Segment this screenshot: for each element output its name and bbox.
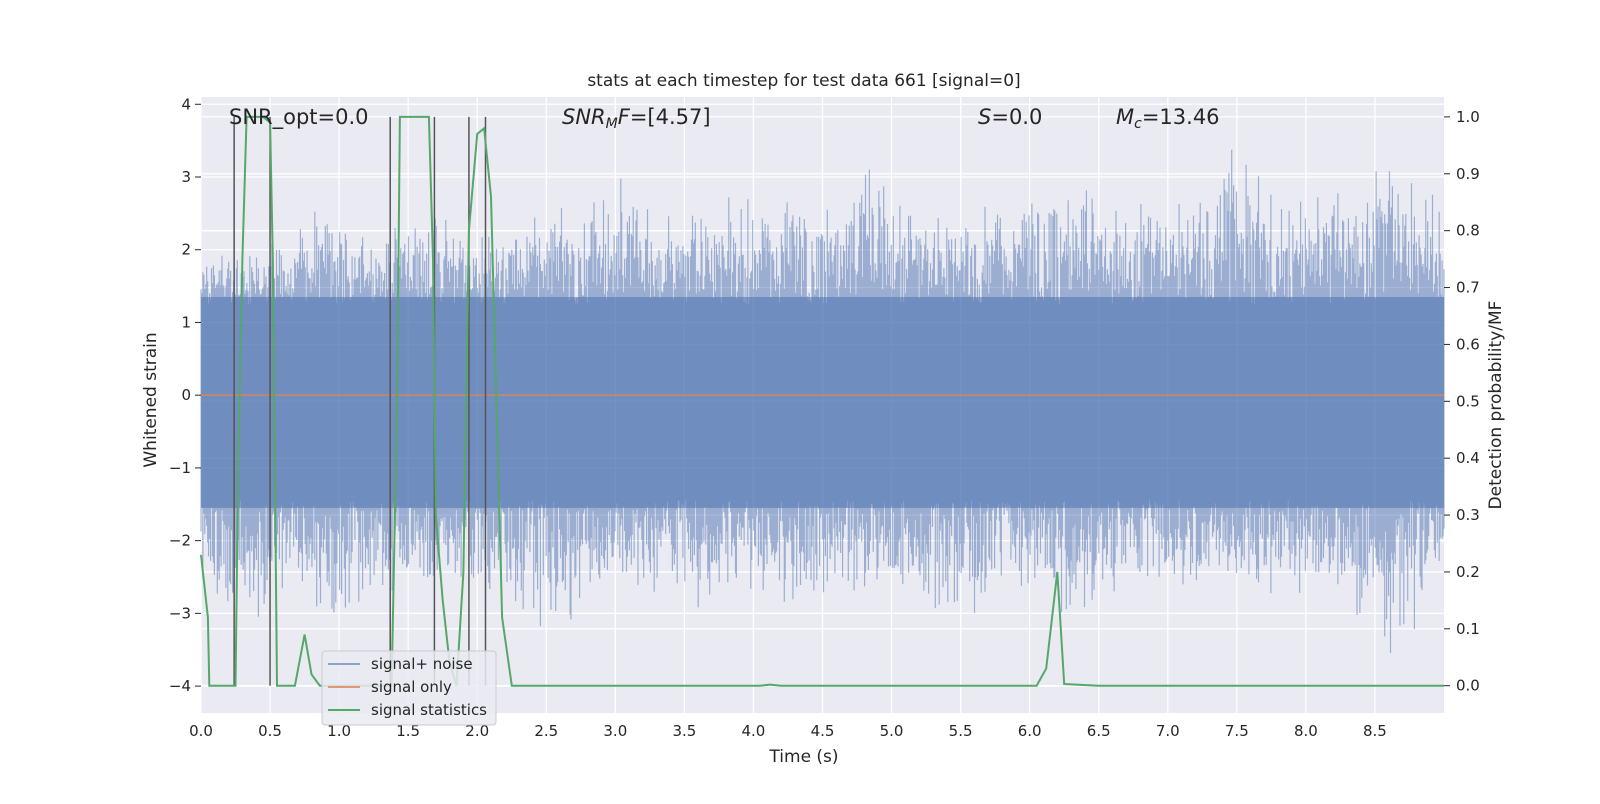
y-tick-label: 2 xyxy=(181,241,191,259)
x-axis-label: Time (s) xyxy=(768,747,838,767)
y-tick-label: 1 xyxy=(181,313,191,331)
detection-markers xyxy=(233,116,487,686)
y-right-tick-label: 0.0 xyxy=(1456,677,1480,695)
legend-label-signal: signal only xyxy=(371,678,452,696)
annotation-snr-mf: SNRMF=[4.57] xyxy=(562,105,711,132)
series-signal-statistics xyxy=(200,115,1444,687)
x-tick-label: 4.0 xyxy=(742,722,766,740)
legend: signal+ noise signal only signal statist… xyxy=(321,650,497,726)
x-tick-label: 3.0 xyxy=(603,722,627,740)
x-tick-label: 7.0 xyxy=(1156,722,1180,740)
y-right-tick-label: 0.8 xyxy=(1456,222,1480,240)
x-tick-label: 5.0 xyxy=(880,722,904,740)
series-signal-noise xyxy=(200,149,1445,653)
x-tick-label: 6.5 xyxy=(1087,722,1111,740)
annotation-snr-opt: SNR_opt=0.0 xyxy=(229,105,369,130)
y-right-tick-label: 0.5 xyxy=(1456,392,1480,410)
x-tick-label: 1.0 xyxy=(327,722,351,740)
annotation-mc-value: =13.46 xyxy=(1142,105,1220,129)
y-right-tick-label: 0.2 xyxy=(1456,563,1480,581)
y-axis-label-right: Detection probability/MF xyxy=(1486,301,1506,510)
annotation-s-value: =0.0 xyxy=(991,105,1042,129)
y-tick-label: −4 xyxy=(169,677,191,695)
x-tick-label: 2.0 xyxy=(465,722,489,740)
y-right-tick-label: 0.1 xyxy=(1456,620,1480,638)
annotation-snr-mf-value: =[4.57] xyxy=(630,105,711,129)
noise-trace xyxy=(200,149,1445,653)
x-tick-label: 0.5 xyxy=(258,722,282,740)
axis-ticks: 0.0 0.5 1.0 1.5 2.0 2.5 3.0 3.5 4.0 4.5 5.0 5.5 6.0 6… xyxy=(169,95,1480,740)
legend-box xyxy=(321,650,497,726)
annotation-s: S=0.0 xyxy=(978,105,1042,129)
chart-title: stats at each timestep for test data 661… xyxy=(587,71,1020,91)
x-tick-label: 8.0 xyxy=(1294,722,1318,740)
y-tick-label: 4 xyxy=(181,95,191,113)
y-right-tick-label: 0.4 xyxy=(1456,449,1480,467)
y-right-tick-label: 0.9 xyxy=(1456,165,1480,183)
y-right-tick-label: 0.6 xyxy=(1456,335,1480,353)
y-right-tick-label: 0.3 xyxy=(1456,506,1480,524)
y-axis-label: Whitened strain xyxy=(141,332,161,467)
y-tick-label: 3 xyxy=(181,168,191,186)
x-tick-label: 1.5 xyxy=(396,722,420,740)
y-tick-label: −2 xyxy=(169,532,191,550)
y-right-tick-label: 1.0 xyxy=(1456,108,1480,126)
legend-label-noise: signal+ noise xyxy=(371,655,473,673)
y-tick-label: −3 xyxy=(169,604,191,622)
x-tick-label: 6.0 xyxy=(1018,722,1042,740)
legend-label-stats: signal statistics xyxy=(371,701,487,719)
x-tick-label: 5.5 xyxy=(949,722,973,740)
x-tick-label: 0.0 xyxy=(189,722,213,740)
x-tick-label: 3.5 xyxy=(672,722,696,740)
x-tick-label: 2.5 xyxy=(534,722,558,740)
annotation-mc: Mc=13.46 xyxy=(1116,105,1220,132)
y-tick-label: −1 xyxy=(169,459,191,477)
x-tick-label: 8.5 xyxy=(1363,722,1387,740)
y-tick-label: 0 xyxy=(181,386,191,404)
y-right-tick-label: 0.7 xyxy=(1456,279,1480,297)
x-tick-label: 7.5 xyxy=(1225,722,1249,740)
x-tick-label: 4.5 xyxy=(811,722,835,740)
